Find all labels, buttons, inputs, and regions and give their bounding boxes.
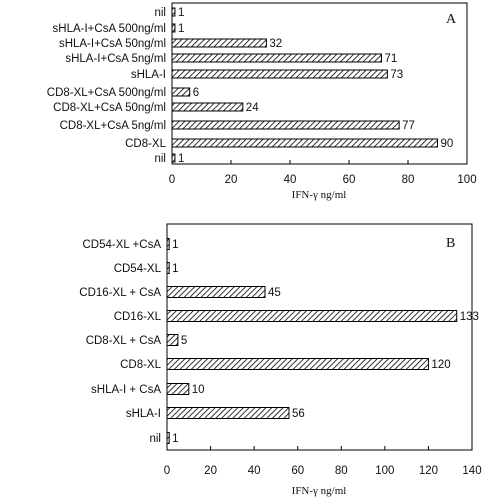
bars-b: [166, 238, 458, 444]
chart-panel-a: A IFN-γ ng/ml nil CD8-XL CD8-XL+CsA 5ng/ml…: [47, 2, 477, 201]
category-label-a-0: nil: [154, 153, 166, 165]
category-labels-a: nil CD8-XL CD8-XL+CsA 5ng/ml CD8-XL+CsA 50n…: [47, 7, 167, 165]
chart-panel-b: B IFN-γ ng/ml nil sHLA-I sHLA-I + CsA CD8-X…: [79, 223, 482, 497]
x-tick-label-a-3: 60: [343, 174, 356, 186]
x-ticks-b: 0 20 40 60 80 100 120 140: [164, 446, 482, 477]
category-label-a-4: CD8-XL+CsA 500ng/ml: [47, 87, 166, 99]
x-tick-label-b-5: 100: [375, 465, 394, 477]
category-label-b-5: CD16-XL: [114, 311, 162, 323]
bar-a-8: [171, 23, 176, 33]
x-tick-label-b-2: 40: [248, 465, 261, 477]
value-label-b-5: 133: [460, 311, 479, 323]
x-tick-label-b-0: 0: [164, 465, 170, 477]
category-label-a-1: CD8-XL: [125, 138, 167, 150]
panel-label-b: B: [446, 236, 455, 251]
value-label-a-2: 77: [402, 120, 415, 132]
category-labels-b: nil sHLA-I sHLA-I + CsA CD8-XL CD8-XL + CsA C…: [79, 239, 161, 445]
value-label-b-3: 120: [431, 359, 450, 371]
value-labels-a: 1 90 77 24 6 73 71 32 1 1: [178, 7, 453, 165]
category-label-a-2: CD8-XL+CsA 5ng/ml: [60, 120, 166, 132]
bars-a: [171, 7, 438, 163]
bar-a-4: [171, 87, 191, 97]
value-label-a-5: 73: [390, 69, 403, 81]
bar-a-3: [171, 102, 244, 112]
value-label-b-6: 45: [268, 287, 281, 299]
category-label-b-3: CD8-XL: [120, 359, 162, 371]
bar-a-2: [171, 120, 400, 130]
panel-label-a: A: [446, 12, 457, 27]
bar-b-5: [166, 310, 458, 322]
bar-b-7: [166, 262, 170, 274]
x-axis-title-b: IFN-γ ng/ml: [292, 485, 347, 497]
category-label-b-2: sHLA-I + CsA: [91, 384, 161, 396]
category-label-b-6: CD16-XL + CsA: [79, 287, 161, 299]
value-label-b-8: 1: [172, 239, 178, 251]
category-label-a-8: sHLA-I+CsA 500ng/ml: [53, 23, 166, 35]
x-ticks-a: 0 20 40 60 80 100: [169, 160, 477, 186]
bar-a-5: [171, 69, 388, 79]
x-tick-label-b-1: 20: [204, 465, 217, 477]
value-label-b-4: 5: [181, 335, 187, 347]
x-tick-label-b-3: 60: [291, 465, 304, 477]
category-label-b-8: CD54-XL +CsA: [82, 239, 161, 251]
value-label-a-6: 71: [384, 53, 397, 65]
value-label-a-4: 6: [193, 87, 199, 99]
bar-b-0: [166, 432, 170, 444]
category-label-a-7: sHLA-I+CsA 50ng/ml: [59, 38, 166, 50]
bar-a-1: [171, 138, 438, 148]
bar-b-6: [166, 286, 266, 298]
x-tick-label-b-6: 120: [419, 465, 438, 477]
bar-b-3: [166, 358, 429, 370]
bar-b-1: [166, 407, 290, 419]
category-label-b-1: sHLA-I: [126, 408, 161, 420]
bar-a-9: [171, 7, 176, 17]
x-tick-label-a-4: 80: [402, 174, 415, 186]
category-label-b-7: CD54-XL: [114, 263, 162, 275]
bar-a-7: [171, 38, 267, 48]
category-label-a-3: CD8-XL+CsA 50ng/ml: [53, 102, 166, 114]
x-tick-label-a-5: 100: [457, 174, 476, 186]
category-label-a-5: sHLA-I: [131, 69, 166, 81]
category-label-b-0: nil: [149, 433, 161, 445]
category-label-a-9: nil: [154, 7, 166, 19]
bar-b-4: [166, 334, 179, 346]
x-axis-title-a: IFN-γ ng/ml: [292, 189, 347, 201]
value-label-a-3: 24: [246, 102, 259, 114]
value-label-a-8: 1: [178, 23, 184, 35]
value-label-b-0: 1: [172, 433, 178, 445]
x-tick-label-b-7: 140: [462, 465, 481, 477]
category-label-a-6: sHLA-I+CsA 5ng/ml: [65, 53, 166, 65]
category-label-b-4: CD8-XL + CsA: [86, 335, 162, 347]
value-label-a-1: 90: [441, 138, 454, 150]
bar-b-8: [166, 238, 170, 250]
x-tick-label-a-1: 20: [225, 174, 238, 186]
x-tick-label-b-4: 80: [335, 465, 348, 477]
value-label-a-0: 1: [178, 153, 184, 165]
x-tick-label-a-0: 0: [169, 174, 175, 186]
plot-frame-a: [171, 2, 468, 165]
value-label-b-1: 56: [292, 408, 305, 420]
value-labels-b: 1 56 10 120 5 133 45 1 1: [172, 239, 479, 445]
value-label-a-7: 32: [269, 38, 282, 50]
x-tick-label-a-2: 40: [284, 174, 297, 186]
bar-a-0: [171, 153, 176, 163]
value-label-b-2: 10: [192, 384, 205, 396]
value-label-b-7: 1: [172, 263, 178, 275]
bar-a-6: [171, 53, 382, 63]
bar-b-2: [166, 383, 190, 395]
value-label-a-9: 1: [178, 7, 184, 19]
